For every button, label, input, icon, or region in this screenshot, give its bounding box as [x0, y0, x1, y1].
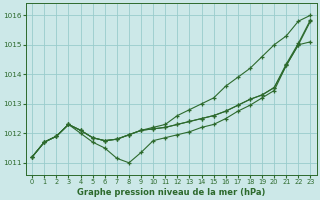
X-axis label: Graphe pression niveau de la mer (hPa): Graphe pression niveau de la mer (hPa): [77, 188, 266, 197]
